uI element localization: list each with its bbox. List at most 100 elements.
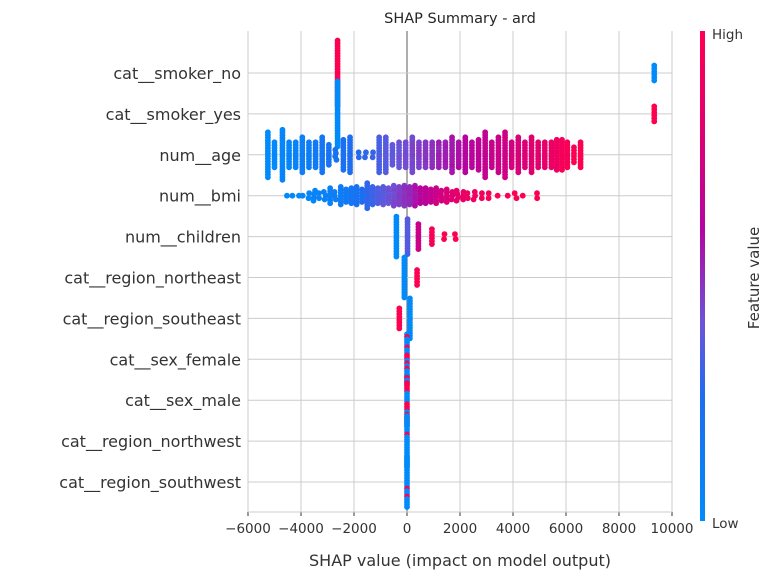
shap-point <box>504 192 511 199</box>
x-axis-label: SHAP value (impact on model output) <box>309 551 611 570</box>
feature-label: cat__sex_male <box>125 391 241 411</box>
shap-point <box>370 149 376 156</box>
shap-point <box>289 192 296 199</box>
shap-point <box>271 164 278 171</box>
shap-point <box>359 199 365 205</box>
shap-point <box>409 169 416 176</box>
feature-label: cat__region_northwest <box>61 432 241 452</box>
shap-point <box>389 161 396 168</box>
shap-point <box>429 164 436 171</box>
shap-point <box>482 174 489 181</box>
shap-point <box>380 201 387 208</box>
shap-point <box>337 201 344 208</box>
shap-point <box>369 201 376 208</box>
shap-point <box>511 190 518 197</box>
shap-point <box>438 197 445 204</box>
x-tick-label: 8000 <box>602 521 636 537</box>
shap-point <box>396 164 402 171</box>
shap-point <box>306 164 312 171</box>
shap-point <box>464 195 471 202</box>
shap-point <box>264 174 271 181</box>
shap-point <box>332 196 339 203</box>
shap-point <box>416 164 422 171</box>
shap-point <box>453 197 460 204</box>
shap-point <box>442 164 449 171</box>
feature-label: cat__region_southwest <box>59 473 241 493</box>
shap-point <box>448 196 455 203</box>
x-tick-label: 2000 <box>443 521 477 537</box>
shap-point <box>475 166 482 173</box>
shap-point <box>279 176 286 183</box>
shap-point <box>355 154 362 161</box>
shap-point <box>417 200 424 207</box>
shap-point <box>363 149 369 156</box>
shap-point <box>422 164 429 171</box>
shap-point <box>396 201 402 208</box>
shap-point <box>479 190 485 197</box>
shap-point <box>401 202 408 209</box>
shap-point <box>564 164 571 171</box>
shap-point <box>396 325 403 332</box>
shap-point <box>488 164 495 171</box>
shap-point <box>333 156 340 163</box>
shap-point <box>369 154 376 161</box>
shap-point <box>306 190 313 197</box>
shap-point <box>343 199 349 205</box>
shap-point <box>513 195 520 202</box>
feature-row-points <box>393 213 459 260</box>
shap-point <box>415 246 422 253</box>
shap-point <box>321 196 328 203</box>
shap-point <box>353 201 360 208</box>
shap-points <box>264 37 658 510</box>
shap-point <box>534 190 540 197</box>
shap-point <box>535 164 542 171</box>
feature-labels: cat__smoker_no cat__smoker_yes num__agenum… <box>59 64 241 493</box>
shap-point <box>305 195 312 202</box>
shap-point <box>494 192 501 199</box>
shap-point <box>464 190 471 197</box>
x-tick-label: 6000 <box>549 521 583 537</box>
shap-point <box>316 190 322 197</box>
shap-point <box>541 164 548 171</box>
shap-point <box>455 164 462 171</box>
shap-point <box>362 154 368 161</box>
shap-point <box>519 192 526 199</box>
shap-point <box>485 190 492 197</box>
colorbar-gradient <box>700 31 705 521</box>
feature-label: cat__region_northeast <box>64 269 241 289</box>
shap-point <box>402 164 409 171</box>
x-tick-label: −4000 <box>278 521 324 537</box>
shap-point <box>522 164 528 171</box>
shap-point <box>553 166 560 173</box>
feature-label: cat__smoker_no <box>113 64 241 84</box>
shap-point <box>429 241 435 248</box>
shap-point <box>452 231 458 238</box>
shap-point <box>376 169 383 176</box>
shap-point <box>651 77 658 84</box>
shap-point <box>528 169 535 176</box>
feature-row-points <box>334 78 658 150</box>
shap-point <box>348 200 355 207</box>
shap-point <box>404 504 410 510</box>
shap-point <box>559 166 565 173</box>
shap-point <box>441 236 447 243</box>
shap-point <box>382 169 389 176</box>
grid <box>247 31 673 512</box>
shap-point <box>571 159 577 166</box>
shap-point <box>651 118 658 125</box>
shap-point <box>310 197 317 204</box>
shap-point <box>422 200 429 207</box>
feature-label: cat__smoker_yes <box>106 105 241 125</box>
x-axis: −6000 −4000 −2000 0 2000 4000 6000 8000 10000 <box>225 511 693 537</box>
shap-point <box>469 164 475 171</box>
shap-point <box>433 200 440 207</box>
feature-label: num__children <box>125 228 241 248</box>
shap-point <box>534 195 541 202</box>
shap-point <box>515 169 522 176</box>
shap-point <box>393 253 400 260</box>
shap-point <box>495 169 502 176</box>
shap-point <box>548 164 555 171</box>
shap-point <box>284 192 290 199</box>
shap-point <box>412 202 418 209</box>
